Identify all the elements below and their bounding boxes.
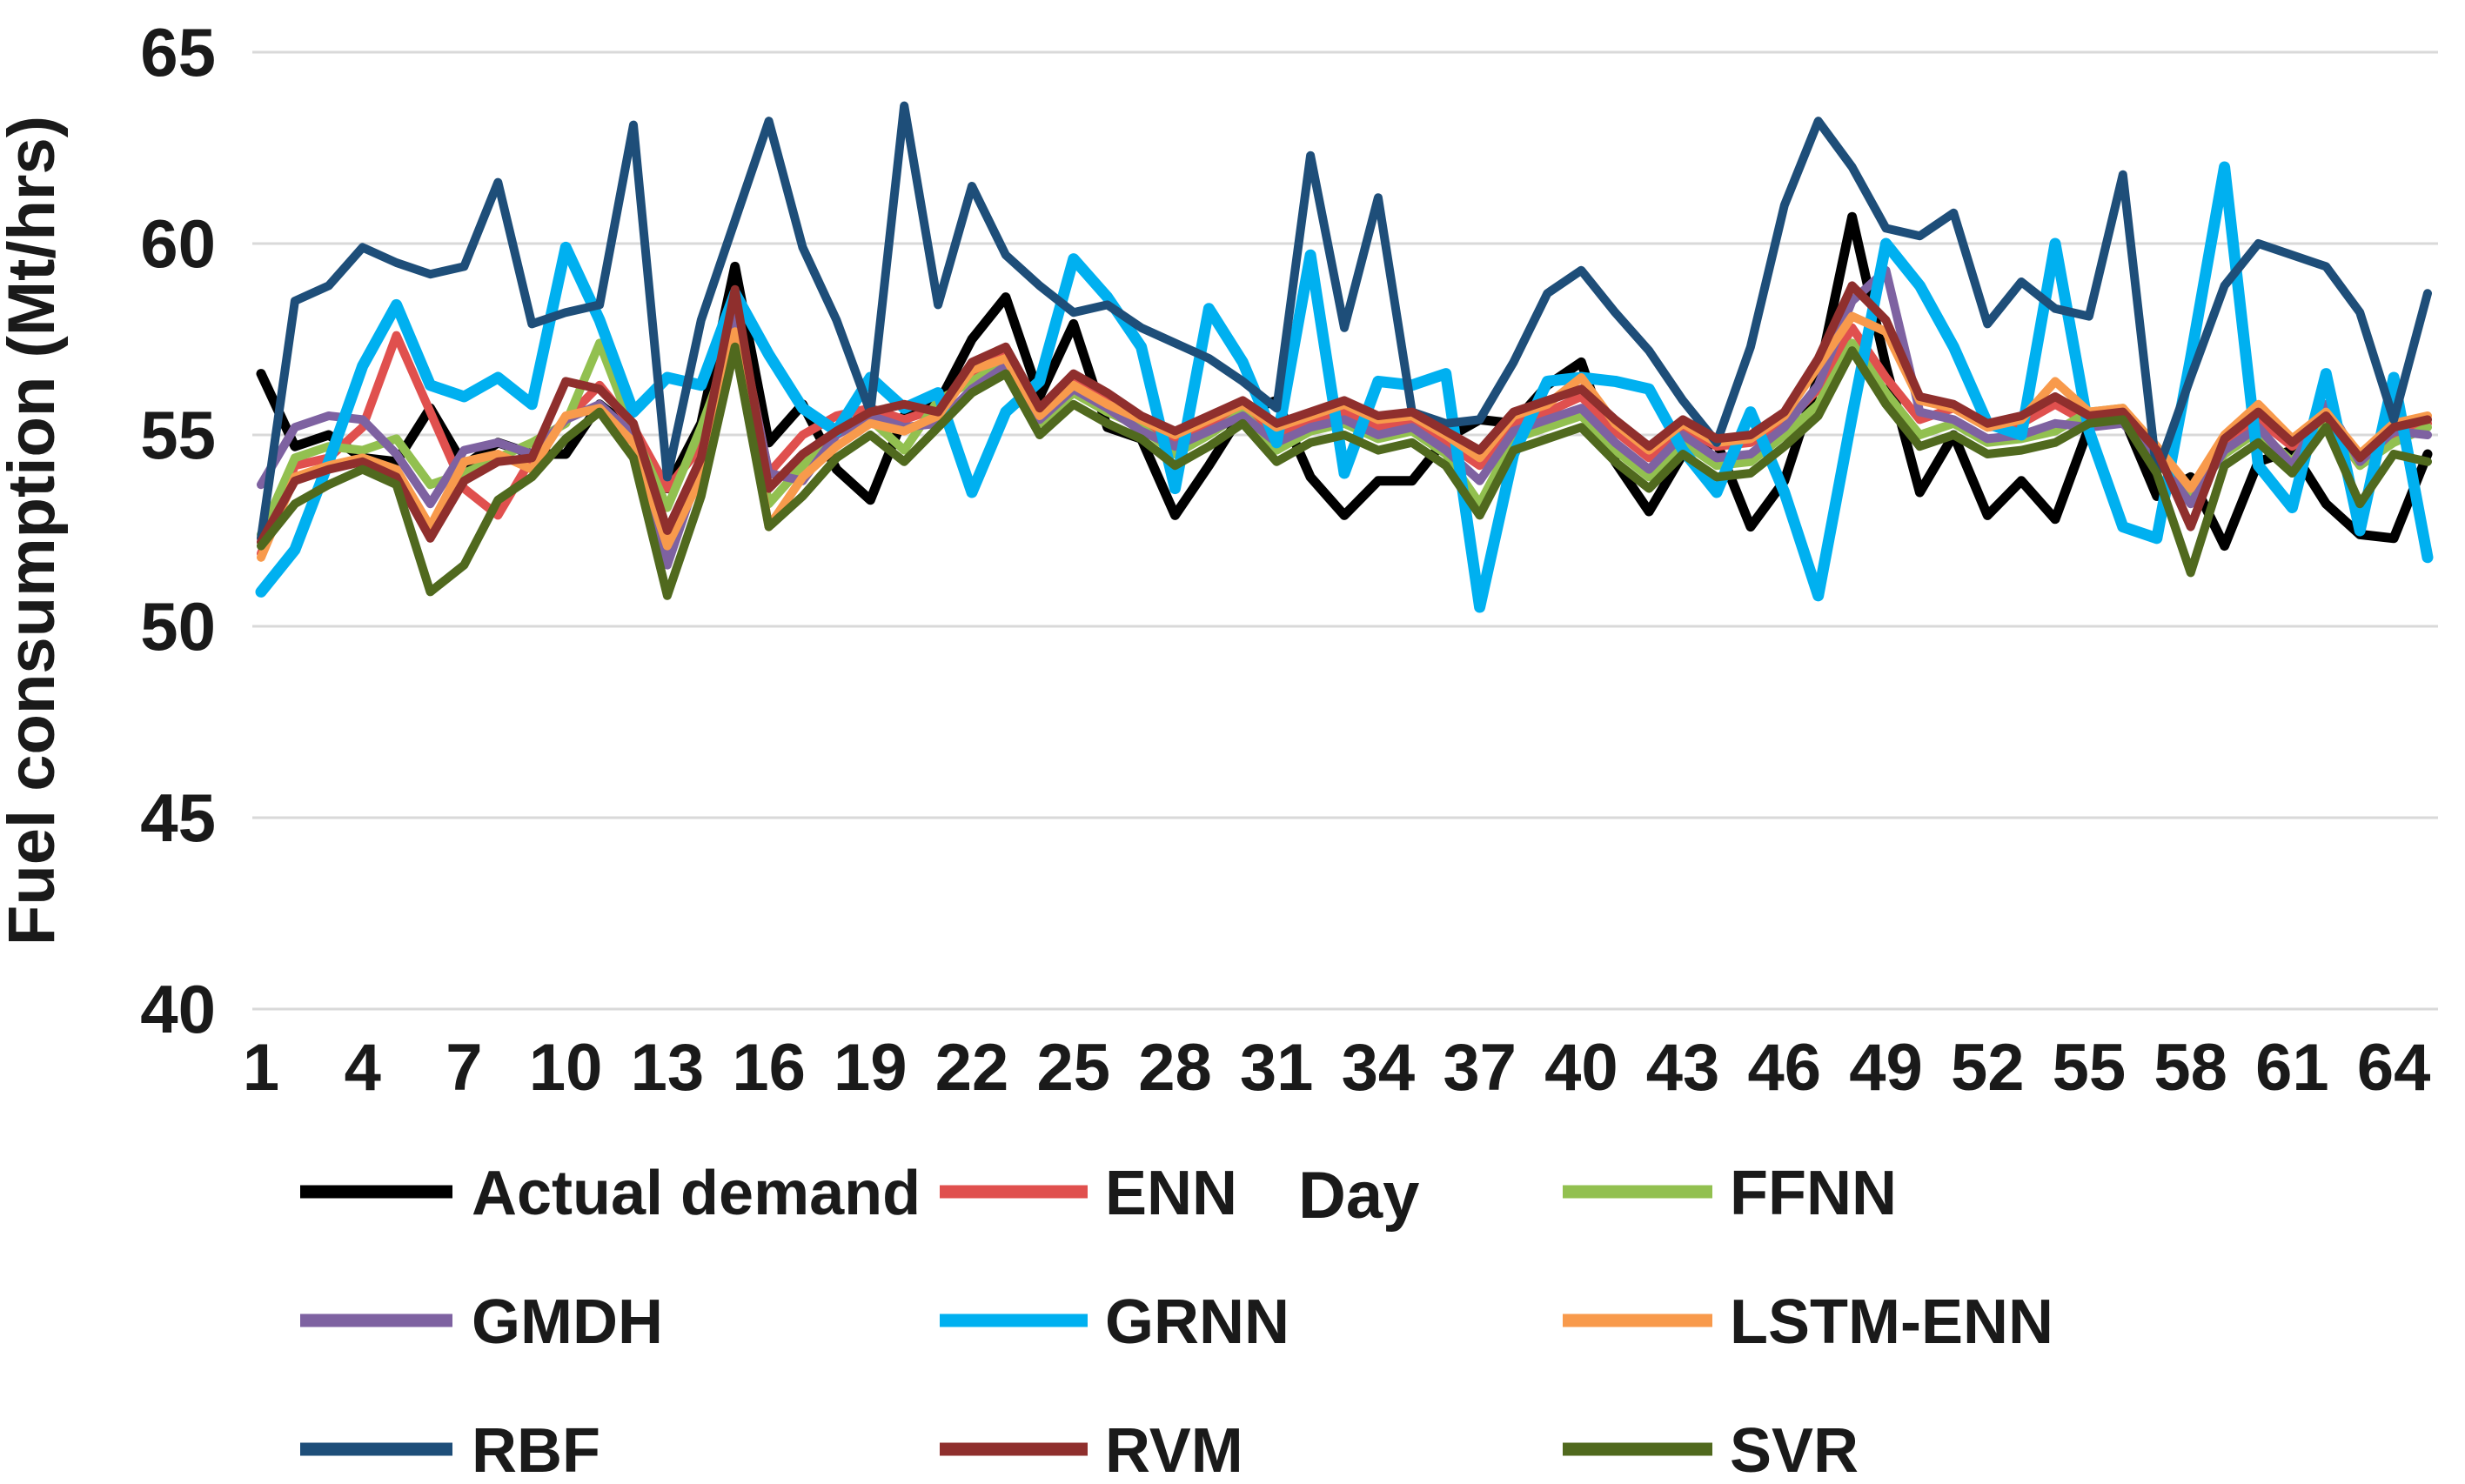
x-tick-label-4: 4 [345,1031,381,1105]
x-tick-label-64: 64 [2357,1031,2431,1105]
legend-label-ffnn: FFNN [1730,1159,1897,1228]
y-tick-label-55: 55 [140,397,216,473]
x-tick-label-31: 31 [1240,1031,1314,1105]
legend-label-rvm: RVM [1105,1416,1243,1484]
series-line-gmdh [257,265,2432,570]
x-tick-label-61: 61 [2255,1031,2329,1105]
x-tick-label-55: 55 [2053,1031,2127,1105]
x-tick-label-58: 58 [2154,1031,2227,1105]
legend-item-actual-demand: Actual demand [300,1159,921,1228]
legend-label-svr: SVR [1730,1416,1859,1484]
legend-label-gmdh: GMDH [472,1287,663,1357]
legend-item-svr: SVR [1563,1416,1859,1484]
x-tick-label-25: 25 [1036,1031,1110,1105]
legend-item-ffnn: FFNN [1563,1159,1897,1228]
legend-item-rvm: RVM [940,1416,1243,1484]
x-tick-label-19: 19 [834,1031,908,1105]
gridlines [252,50,2438,1011]
y-tick-label-50: 50 [140,588,216,665]
y-tick-label-65: 65 [140,14,216,90]
series-line-rbf [257,101,2432,543]
legend-item-enn: ENN [940,1159,1237,1228]
legend-label-grnn: GRNN [1105,1287,1289,1357]
legend-label-rbf: RBF [472,1416,600,1484]
x-tick-label-13: 13 [631,1031,705,1105]
y-axis-tick-labels: 65 60 55 50 45 40 [140,14,216,1047]
x-tick-label-49: 49 [1849,1031,1923,1105]
legend: Actual demand ENN FFNN GMDH GRNN LSTM-ENN RBF R… [300,1159,2053,1484]
legend-label-enn: ENN [1105,1159,1237,1228]
x-tick-label-22: 22 [935,1031,1009,1105]
x-axis-tick-labels: 1 4 7 10 13 16 19 22 25 28 31 34 37 40 43 46 49 52 55 58 61 6… [243,1031,2431,1105]
x-tick-label-34: 34 [1342,1031,1416,1105]
y-tick-label-45: 45 [140,779,216,856]
x-tick-label-28: 28 [1138,1031,1212,1105]
x-tick-label-52: 52 [1951,1031,2025,1105]
x-tick-label-16: 16 [732,1031,806,1105]
series-line-grnn [255,161,2434,613]
legend-label-actual-demand: Actual demand [472,1159,921,1228]
y-axis-title: Fuel consumption (Mt/hrs) [0,116,69,946]
legend-label-lstm-enn: LSTM-ENN [1730,1287,2053,1357]
y-tick-label-40: 40 [140,971,216,1047]
series-line-rvm [257,281,2432,547]
x-tick-label-37: 37 [1443,1031,1517,1105]
x-tick-label-43: 43 [1646,1031,1720,1105]
series-line-svr [257,342,2432,600]
x-tick-label-46: 46 [1748,1031,1822,1105]
x-tick-label-7: 7 [445,1031,482,1105]
x-tick-label-1: 1 [243,1031,279,1105]
legend-item-grnn: GRNN [940,1287,1289,1357]
x-axis-title: Day [1298,1159,1419,1233]
x-tick-label-40: 40 [1544,1031,1618,1105]
series-lines [255,101,2434,613]
y-tick-label-60: 60 [140,205,216,282]
legend-item-gmdh: GMDH [300,1287,663,1357]
x-tick-label-10: 10 [529,1031,603,1105]
legend-item-rbf: RBF [300,1416,600,1484]
legend-item-lstm-enn: LSTM-ENN [1563,1287,2053,1357]
